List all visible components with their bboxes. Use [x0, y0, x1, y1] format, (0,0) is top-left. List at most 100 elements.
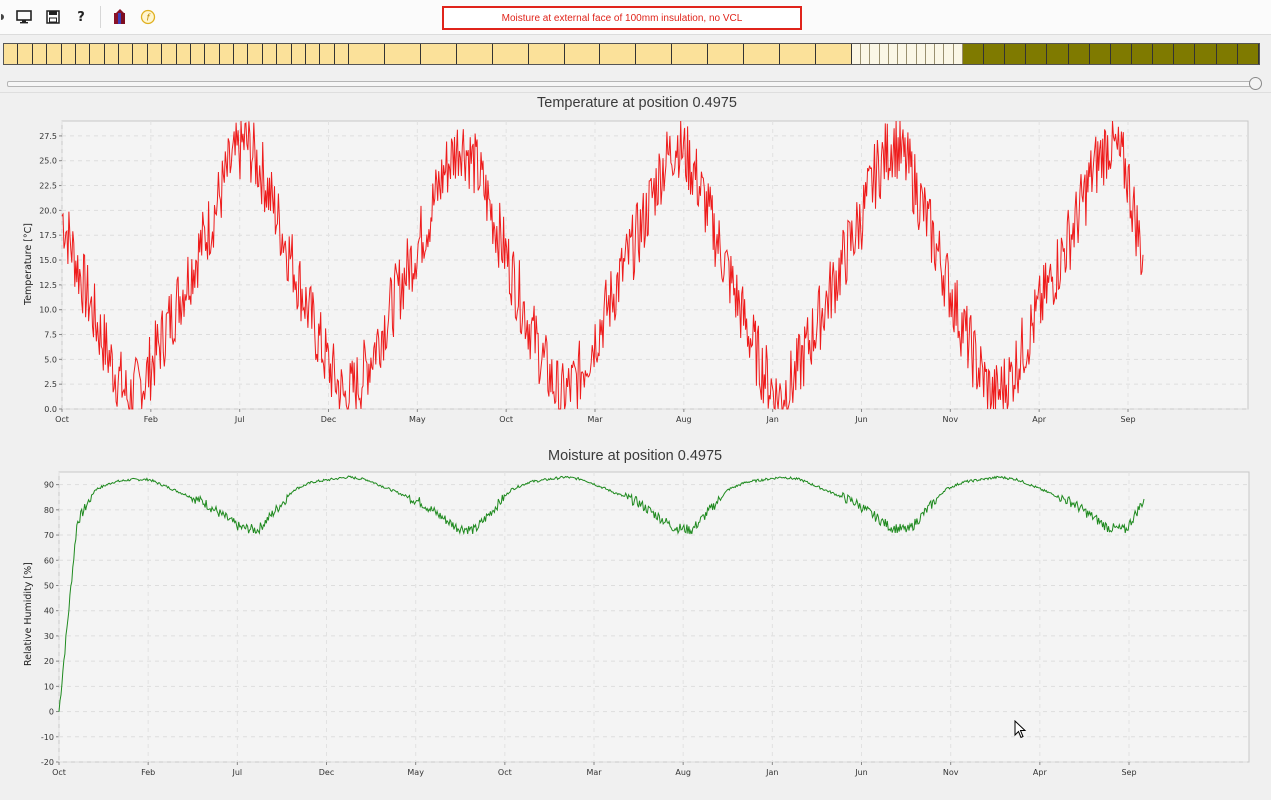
mesh-cell: [1153, 44, 1175, 64]
y-tick-label: 60: [44, 556, 54, 565]
save-button[interactable]: [43, 7, 63, 27]
help-icon: ?: [77, 9, 85, 25]
y-tick-label: 15.0: [39, 256, 57, 265]
x-tick-label: Apr: [1032, 415, 1047, 424]
mesh-cell: [907, 44, 917, 64]
mesh-cell: [176, 44, 191, 64]
y-tick-label: -10: [41, 733, 54, 742]
toolbar-separator: [100, 6, 101, 28]
mesh-cell: [147, 44, 163, 64]
simulation-title: Moisture at external face of 100mm insul…: [442, 6, 802, 30]
mesh-cell: [744, 44, 781, 64]
simulation-title-text: Moisture at external face of 100mm insul…: [501, 12, 743, 24]
x-tick-label: Oct: [52, 768, 66, 777]
mouse-cursor-icon: [1014, 720, 1027, 739]
mesh-cell: [234, 44, 249, 64]
y-tick-label: 30: [44, 632, 54, 641]
wall-layers-button[interactable]: [110, 7, 130, 27]
x-tick-label: Mar: [587, 415, 603, 424]
mesh-cell: [305, 44, 321, 64]
y-tick-label: 70: [44, 531, 54, 540]
y-tick-label: 22.5: [39, 182, 57, 191]
y-tick-label: 12.5: [39, 281, 57, 290]
toolbar-edge-icon[interactable]: [0, 7, 14, 27]
mesh-cell: [205, 44, 220, 64]
mesh-cell: [104, 44, 119, 64]
monitor-icon: [16, 10, 32, 24]
series-line: [61, 120, 1144, 411]
mesh-cell: [349, 44, 385, 64]
mesh-cell: [564, 44, 601, 64]
mesh-cell: [420, 44, 457, 64]
x-tick-label: Dec: [319, 768, 334, 777]
mesh-cell: [1174, 44, 1196, 64]
toolbar: ? f Moisture at external face of 100mm i…: [0, 0, 1271, 35]
y-tick-label: 50: [44, 581, 54, 590]
mesh-cell: [190, 44, 206, 64]
x-tick-label: Apr: [1033, 768, 1048, 777]
y-tick-label: 80: [44, 506, 54, 515]
y-tick-label: 0: [49, 708, 54, 717]
mesh-cell: [32, 44, 48, 64]
mesh-cell: [780, 44, 816, 64]
wall-layers-icon: [114, 9, 125, 24]
mesh-cell: [636, 44, 673, 64]
mesh-cell: [600, 44, 637, 64]
x-tick-label: Jan: [765, 768, 778, 777]
mesh-cell: [953, 44, 963, 64]
info-icon: f: [140, 9, 156, 25]
y-tick-label: 10: [44, 682, 54, 691]
mesh-cell: [870, 44, 880, 64]
plot-area: [58, 471, 1250, 763]
x-tick-label: Oct: [498, 768, 512, 777]
mesh-cell: [944, 44, 954, 64]
mesh-cell: [291, 44, 306, 64]
mesh-cell: [90, 44, 105, 64]
mesh-cell: [1110, 44, 1133, 64]
x-tick-label: Feb: [141, 768, 155, 777]
y-tick-label: 10.0: [39, 306, 57, 315]
partial-icon: [1, 14, 4, 20]
mesh-cell: [1005, 44, 1027, 64]
mesh-cell: [672, 44, 709, 64]
mesh-cell: [962, 44, 985, 64]
temperature-chart-title: Temperature at position 0.4975: [537, 95, 737, 111]
position-slider-handle[interactable]: [1249, 77, 1262, 90]
x-tick-label: Jul: [234, 415, 245, 424]
x-tick-label: Jun: [854, 415, 868, 424]
y-tick-label: 2.5: [44, 380, 57, 389]
mesh-cell: [815, 44, 852, 64]
mesh-cell: [1216, 44, 1238, 64]
x-tick-label: Feb: [144, 415, 158, 424]
mesh-cell: [1089, 44, 1111, 64]
mesh-cell: [75, 44, 91, 64]
mesh-cell: [935, 44, 945, 64]
y-tick-label: 5.0: [44, 355, 57, 364]
x-tick-label: Oct: [55, 415, 69, 424]
mesh-cell: [61, 44, 76, 64]
y-tick-label: 25.0: [39, 157, 57, 166]
mesh-cell: [1195, 44, 1217, 64]
info-button[interactable]: f: [138, 7, 158, 27]
help-button[interactable]: ?: [71, 7, 91, 27]
x-tick-label: May: [407, 768, 424, 777]
mesh-cell: [277, 44, 292, 64]
moisture-chart-title: Moisture at position 0.4975: [548, 448, 723, 464]
mesh-cell: [47, 44, 62, 64]
x-tick-label: Nov: [943, 415, 959, 424]
layer-mesh-strip[interactable]: [3, 43, 1260, 65]
x-tick-label: Nov: [943, 768, 959, 777]
x-tick-label: Oct: [499, 415, 513, 424]
monitor-button[interactable]: [14, 7, 34, 27]
mesh-cell: [925, 44, 936, 64]
divider: [0, 92, 1271, 93]
mesh-cell: [984, 44, 1006, 64]
mesh-cell: [133, 44, 148, 64]
mesh-cell: [1026, 44, 1048, 64]
x-tick-label: Sep: [1120, 415, 1135, 424]
x-tick-label: Jun: [854, 768, 868, 777]
y-tick-label: 17.5: [39, 231, 57, 240]
mesh-cell: [1068, 44, 1090, 64]
